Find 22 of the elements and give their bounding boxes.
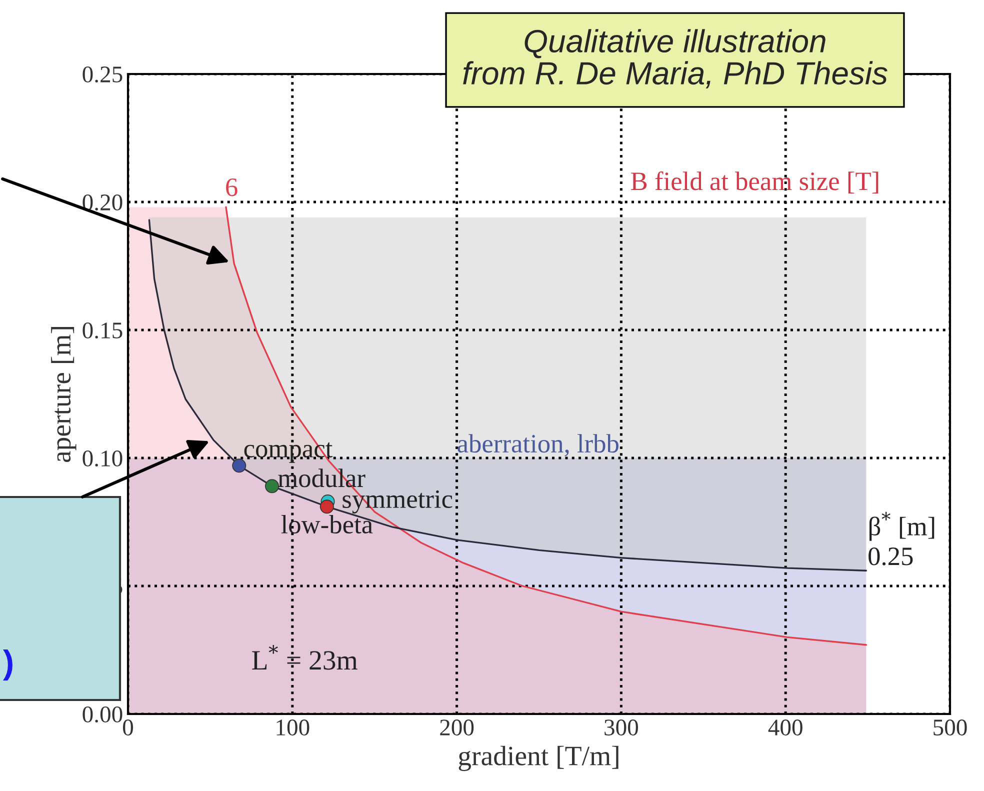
annotation: B field at beam size [T] — [631, 171, 878, 194]
annotation: β$^{*}$ [m] — [870, 512, 934, 541]
x-tick-label: 500 — [934, 720, 967, 736]
annotation: Qualitative illustration from R. De Maria, PhD Thesis — [463, 29, 888, 88]
y-tick-label: 0.00 — [82, 706, 122, 723]
y-tick-label: 0.15 — [82, 322, 122, 339]
y-axis-title: aperture [m] — [51, 327, 76, 462]
series-label: 0.25 — [868, 547, 913, 566]
series-label: 6 — [226, 178, 238, 196]
x-tick-label: 200 — [440, 720, 474, 736]
text: ) — [3, 649, 12, 681]
y-tick-label: 0.20 — [82, 194, 122, 211]
x-tick-label: 300 — [604, 720, 638, 736]
band-label: aberration, lrbb — [458, 434, 618, 456]
annotation: low-beta — [281, 514, 373, 534]
annotation: L$^{*}$ = 23m — [252, 644, 358, 670]
y-tick-label: 0.10 — [82, 450, 122, 467]
x-tick-label: 400 — [768, 720, 802, 736]
x-tick-label: 0 — [122, 720, 134, 736]
x-tick-label: 100 — [276, 720, 310, 736]
y-tick-label: 0.25 — [82, 66, 122, 83]
x-axis-title: gradient [T/m] — [458, 746, 618, 772]
